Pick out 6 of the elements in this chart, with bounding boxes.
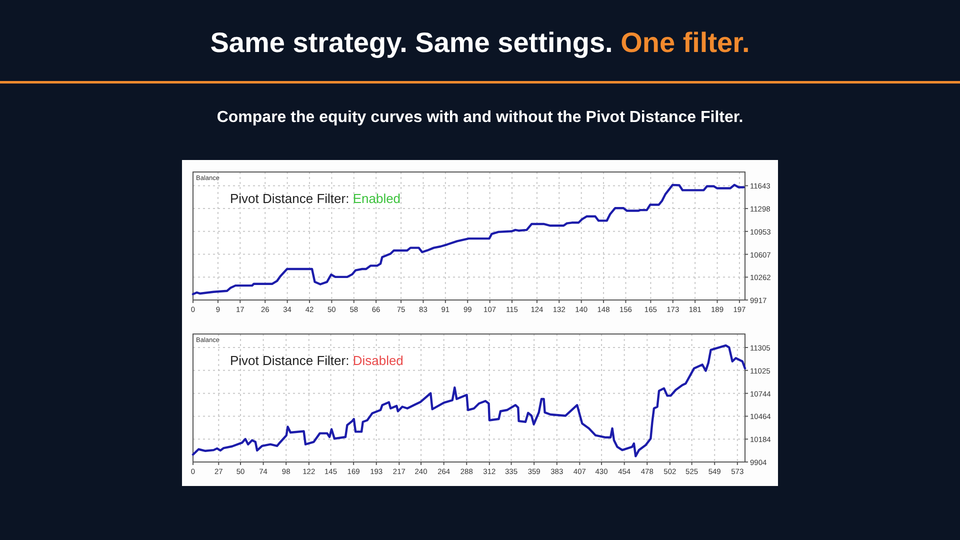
chart-subtitle: Compare the equity curves with and without the Pivot Distance Filter. xyxy=(216,109,744,126)
line-series xyxy=(192,344,746,458)
chart-title: Same strategy. Same settings. One filter. xyxy=(210,27,750,58)
line-series xyxy=(192,184,745,296)
annotation: Pivot Distance Filter: Enabled xyxy=(230,191,401,206)
annotation: Pivot Distance Filter: Disabled xyxy=(230,353,404,368)
